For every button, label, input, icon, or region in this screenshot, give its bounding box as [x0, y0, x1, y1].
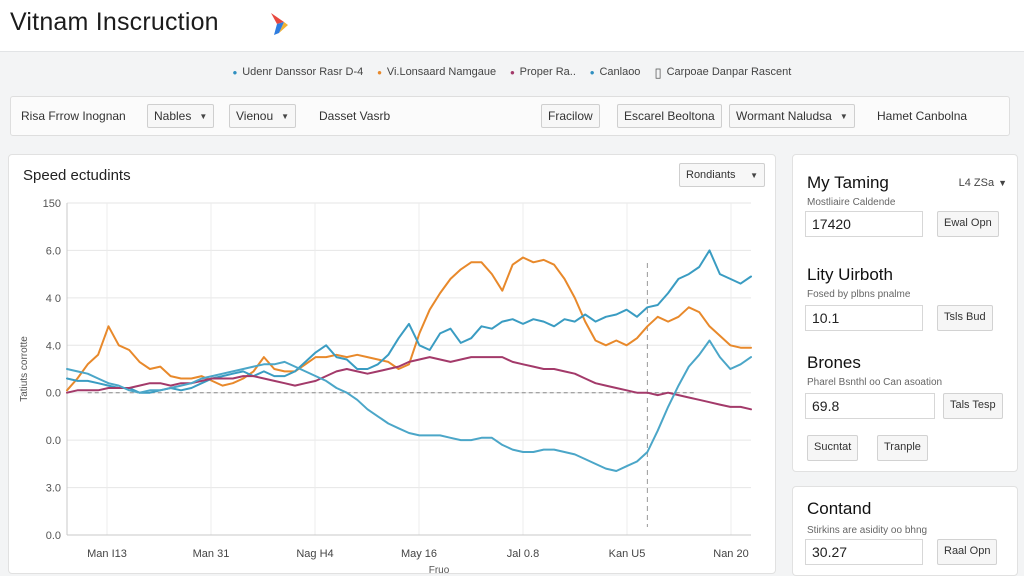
x-tick-label: Jal 0.8 [507, 548, 539, 560]
toolbar-label: Risa Frrow Inognan [21, 109, 126, 123]
series-line-2 [66, 249, 752, 394]
escarel-button-label: Escarel Beoltona [624, 109, 715, 123]
contact-title: Contand [807, 499, 872, 518]
legend-item[interactable]: • Vi.Lonsaard Namgaue [377, 66, 496, 79]
stat-action-3-button[interactable]: Tals Tesp [943, 393, 1003, 419]
toolbar-label-dataset: Dasset Vasrb [319, 109, 391, 123]
contact-action-button[interactable]: Raal Opn [937, 539, 998, 565]
filter-select-2[interactable]: Vienou ▼ [229, 104, 297, 128]
filter-select-2-value: Vienou [236, 109, 274, 123]
stat-title-2: Lity Uirboth [807, 265, 893, 284]
filter-select-3[interactable]: Wormant Naludsa ▼ [729, 104, 855, 128]
legend-label: Proper Ra.. [519, 66, 576, 78]
stat-value-2: 10.1 [805, 305, 923, 331]
chart-title: Speed ectudints [23, 167, 131, 184]
stat-sub-1: Mostliaire Caldende [807, 197, 896, 208]
legend-item[interactable]: ▯ Carpoae Danpar Rascent [654, 66, 791, 79]
y-tick-label: 150 [43, 198, 61, 210]
stat-sub-2: Fosed by plbns pnalme [807, 289, 911, 300]
contact-panel: Contand Stirkins are asidity oo bhng 30.… [792, 486, 1018, 576]
series-line-4 [66, 339, 752, 472]
filter-select-3-value: Wormant Naludsa [736, 109, 832, 123]
y-tick-label: 0.0 [46, 530, 61, 542]
legend-marker-icon: ▯ [654, 64, 662, 80]
stat-action-2-button[interactable]: Tsls Bud [937, 305, 993, 331]
stat-action-1-button[interactable]: Ewal Opn [937, 211, 999, 237]
y-axis-label: Tatiuts corrotte [19, 336, 30, 402]
tranple-button[interactable]: Tranple [877, 435, 928, 461]
x-tick-label: Man 31 [193, 548, 230, 560]
y-tick-label: 3.0 [46, 483, 61, 495]
legend-marker-icon: • [510, 64, 515, 80]
chart-range-dropdown[interactable]: Rondiants ▼ [679, 163, 765, 187]
legend-item[interactable]: • Canlaoo [590, 66, 641, 79]
fracilow-button-label: Fracilow [548, 109, 593, 123]
stat-sub-3: Pharel Bsnthl oo Can asoation [807, 377, 943, 388]
x-tick-label: Kan U5 [609, 548, 646, 560]
legend-label: Vi.Lonsaard Namgaue [386, 66, 497, 78]
filter-select-1-value: Nables [154, 109, 192, 123]
fracilow-button[interactable]: Fracilow [541, 104, 600, 128]
stats-panel-menu-label: L4 ZSa [958, 177, 995, 189]
chevron-down-icon: ▼ [998, 178, 1007, 188]
stats-panel-menu[interactable]: L4 ZSa ▼ [959, 177, 1007, 189]
chevron-down-icon: ▼ [839, 111, 848, 121]
y-tick-label: 0.0 [46, 435, 61, 447]
legend-label: Canlaoo [599, 66, 641, 78]
toolbar-label-right: Hamet Canbolna [877, 109, 968, 123]
sucntat-button[interactable]: Sucntat [807, 435, 859, 461]
series-line-3 [66, 356, 752, 411]
chart-legend: • Udenr Danssor Rasr D-4 • Vi.Lonsaard Namg… [0, 58, 1024, 86]
chevron-down-icon: ▼ [199, 111, 208, 121]
stat-title-1: My Taming [807, 173, 889, 192]
legend-item[interactable]: • Proper Ra.. [510, 66, 576, 79]
legend-label: Carpoae Danpar Rascent [666, 66, 792, 78]
y-tick-label: 4.0 [46, 340, 61, 352]
stat-value-3: 69.8 [805, 393, 935, 419]
legend-item[interactable]: • Udenr Danssor Rasr D-4 [233, 66, 364, 79]
legend-marker-icon: • [589, 64, 595, 80]
chevron-down-icon: ▼ [750, 170, 758, 180]
filter-select-1[interactable]: Nables ▼ [147, 104, 215, 128]
x-tick-label: Nag H4 [296, 548, 333, 560]
contact-sub: Stirkins are asidity oo bhng [807, 525, 928, 536]
chart-range-value: Rondiants [686, 169, 736, 181]
filter-toolbar: Risa Frrow Inognan Nables ▼ Vienou ▼ Das… [10, 96, 1010, 136]
stat-value-1: 17420 [805, 211, 923, 237]
y-tick-label: 6.0 [46, 245, 61, 257]
x-axis-label: Fruo [429, 565, 450, 575]
x-tick-label: Nan 20 [713, 548, 748, 560]
legend-label: Udenr Danssor Rasr D-4 [242, 66, 364, 78]
stat-title-3: Brones [807, 353, 861, 372]
y-tick-label: 0.0 [46, 388, 61, 400]
app-header: Vitnam Inscruction [0, 0, 1024, 52]
series-line-1 [66, 256, 752, 392]
chart-panel: Speed ectudints Rondiants ▼ 150 6.0 4 0 4.0… [8, 154, 776, 575]
line-chart: 150 6.0 4 0 4.0 0.0 0.0 3.0 0.0 Man I13 Man 31 Nag… [19, 198, 752, 575]
y-tick-label: 4 0 [46, 293, 61, 305]
chevron-down-icon: ▼ [281, 111, 290, 121]
brand-logo-icon [271, 13, 288, 35]
x-tick-label: May 16 [401, 548, 437, 560]
legend-marker-icon: • [377, 64, 382, 80]
stats-panel: L4 ZSa ▼ My Taming Mostliaire Caldende 1… [792, 154, 1018, 472]
app-title: Vitnam Inscruction [10, 8, 219, 36]
contact-value: 30.27 [805, 539, 923, 565]
escarel-button[interactable]: Escarel Beoltona [617, 104, 722, 128]
legend-marker-icon: • [232, 64, 238, 80]
x-tick-label: Man I13 [87, 548, 127, 560]
